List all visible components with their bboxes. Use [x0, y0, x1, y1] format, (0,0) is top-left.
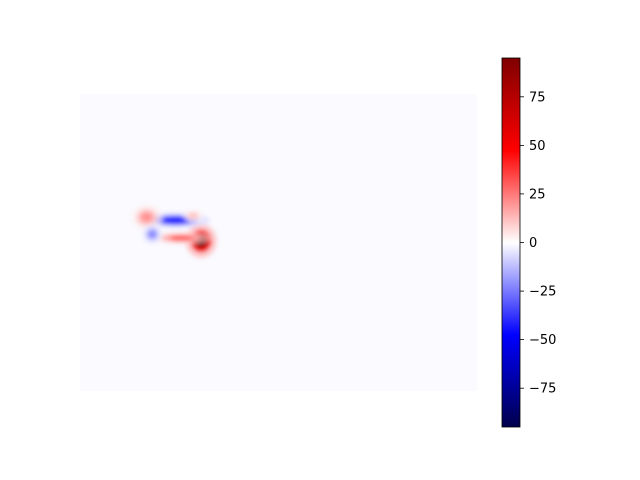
heatmap-blob-layer-2 [169, 235, 193, 241]
heatmap-blob-layer-2 [189, 213, 198, 219]
heatmap-blob-layer-2 [140, 212, 153, 223]
colorbar-ticks: 75 50 25 0 −25 −50 −75 [520, 90, 556, 397]
colorbar-tick-label: 25 [529, 187, 546, 202]
heatmap-blob-positive-upper-right [182, 209, 204, 223]
colorbar-tick-label: 50 [529, 139, 546, 154]
heatmap-blob-positive-ridge [150, 231, 212, 245]
heatmap-blob-negative-left [141, 223, 163, 245]
colorbar-gradient [501, 57, 521, 428]
colorbar: 75 50 25 0 −25 −50 −75 [501, 57, 556, 428]
heatmap-blobs [131, 204, 217, 258]
heatmap-blob-layer-2 [148, 230, 157, 239]
heatmap-background [80, 94, 477, 391]
heatmap-area [80, 94, 477, 391]
colorbar-tick-label: −50 [529, 333, 556, 348]
colorbar-tick-label: 0 [529, 236, 537, 251]
heatmap-blob-layer-2 [161, 217, 189, 224]
colorbar-tick-label: −75 [529, 382, 556, 397]
colorbar-tick-label: −25 [529, 285, 556, 300]
colorbar-tick-label: 75 [529, 90, 546, 105]
heatmap-blob-positive-left [131, 204, 163, 231]
